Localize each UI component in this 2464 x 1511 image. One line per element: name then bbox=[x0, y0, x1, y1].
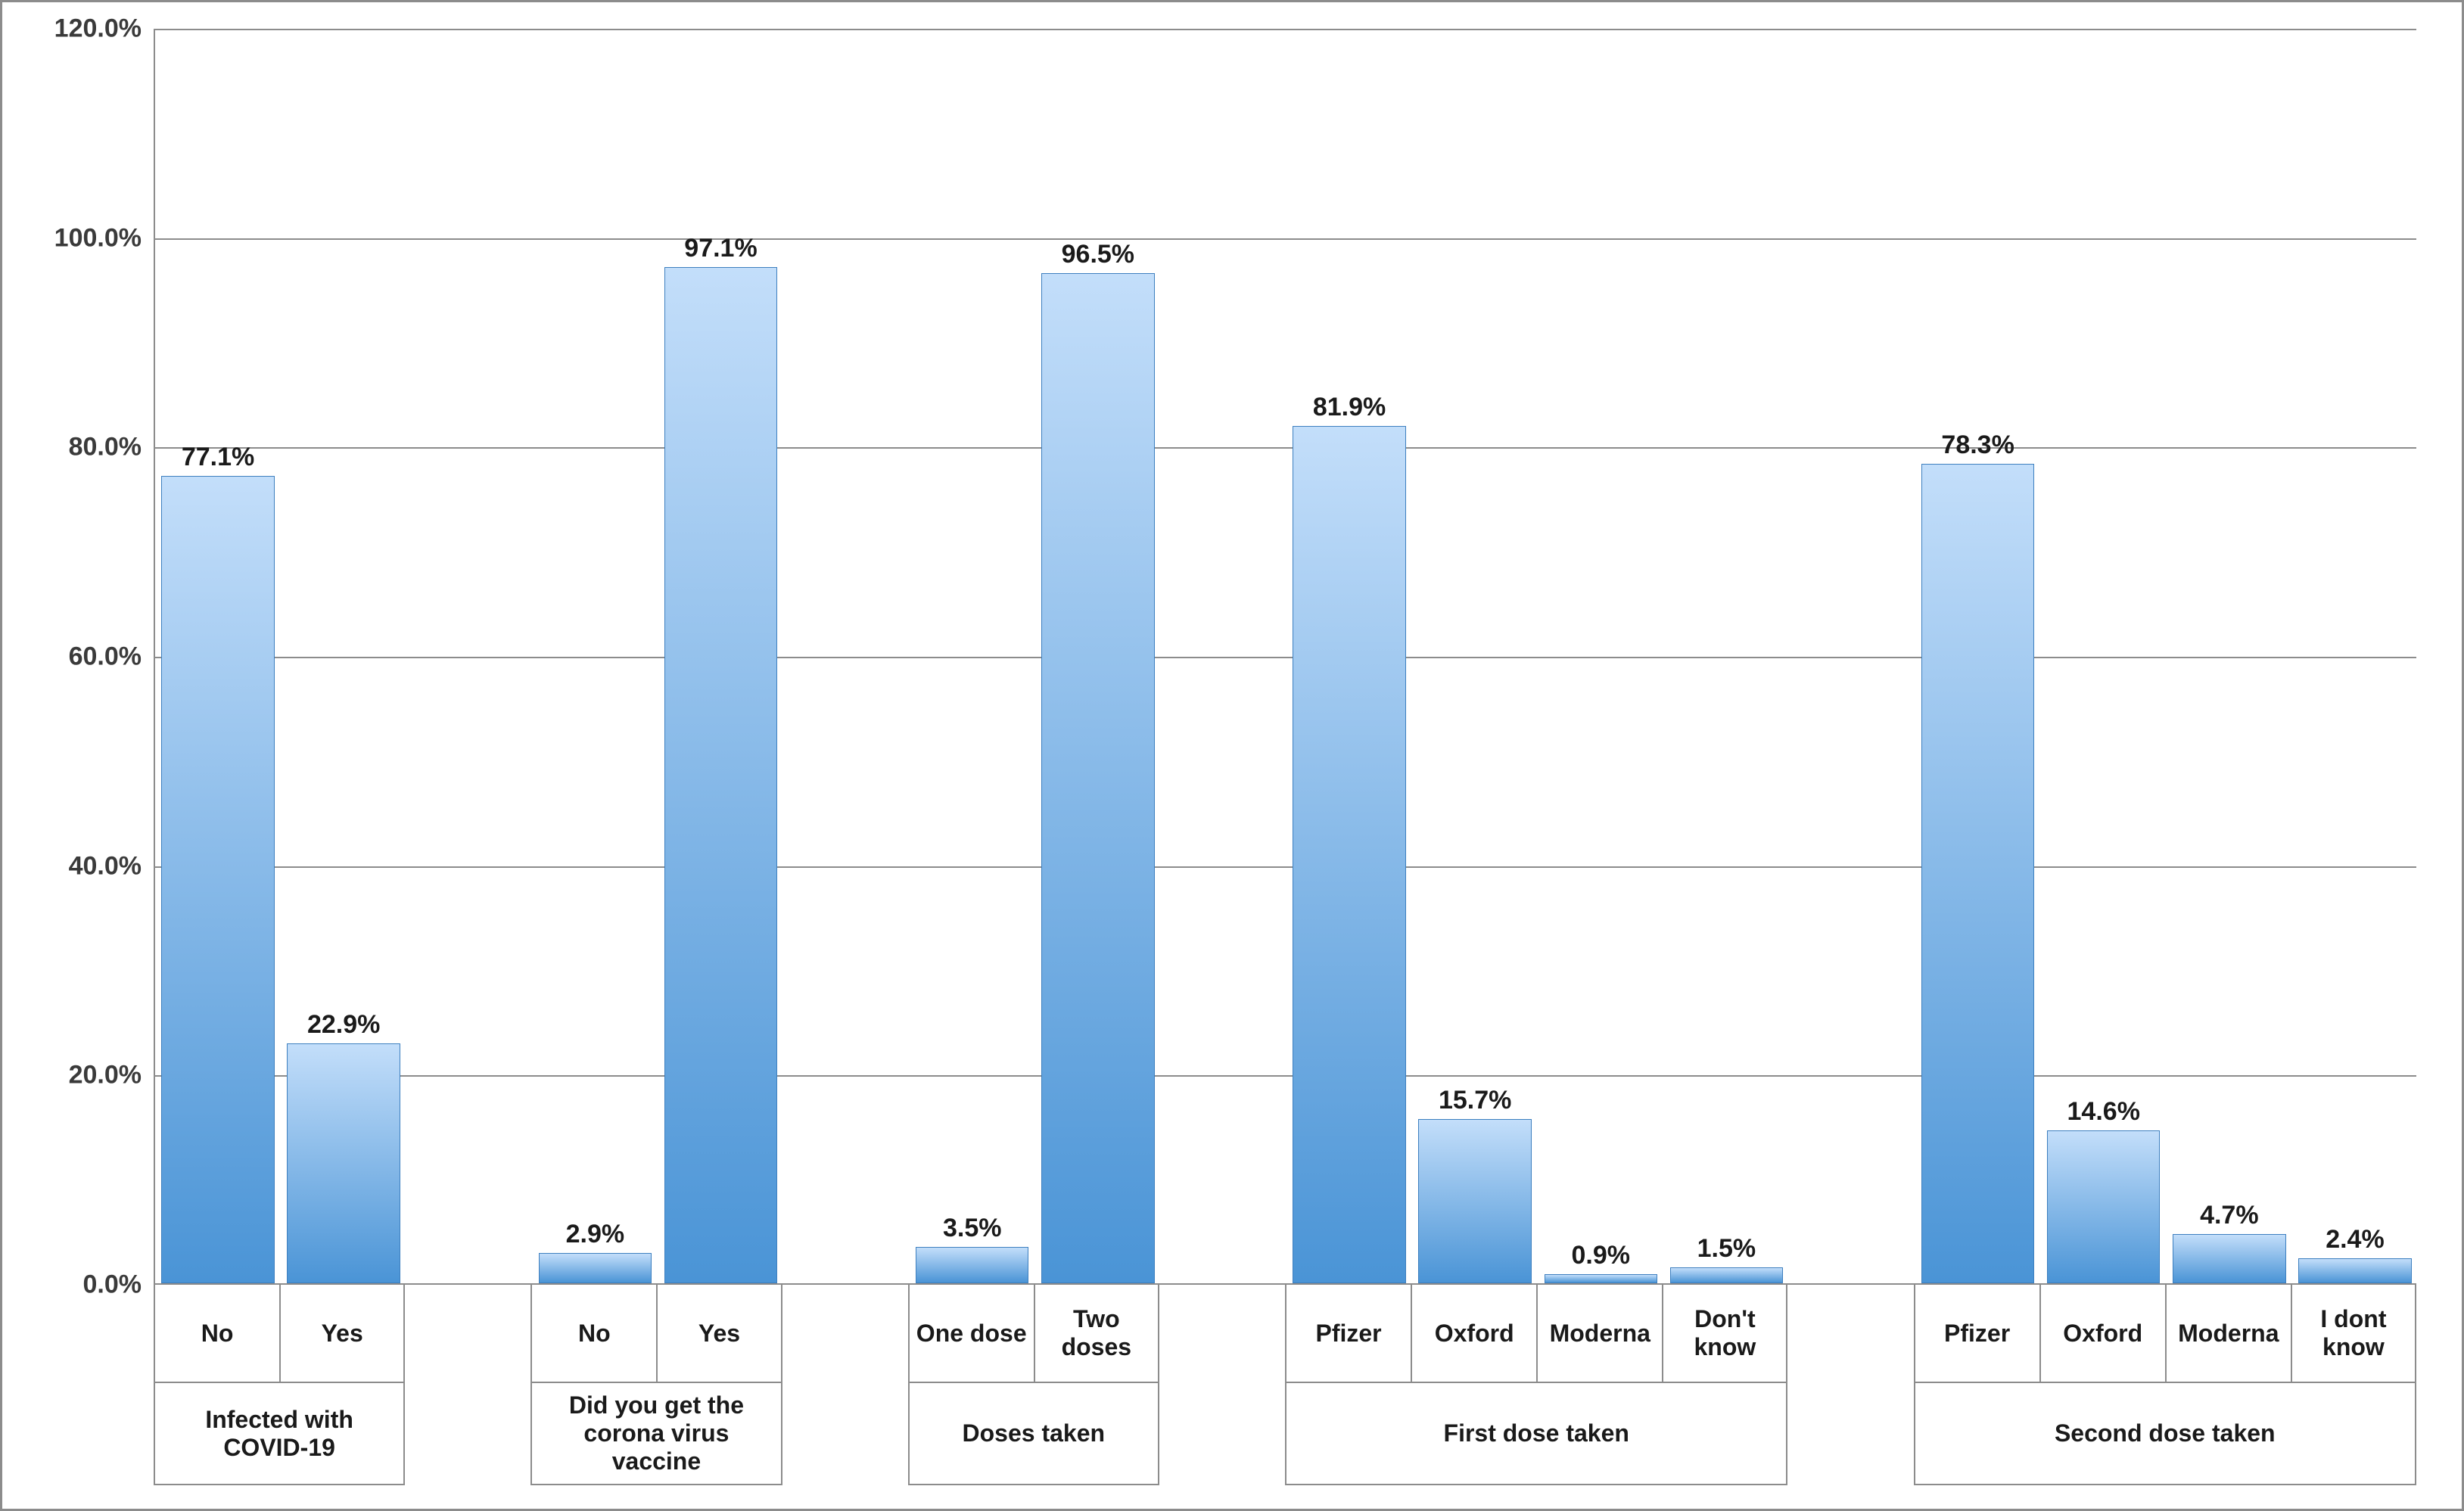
category-label: I dont know bbox=[2291, 1285, 2416, 1383]
bar: 2.4% bbox=[2298, 1258, 2412, 1283]
bar: 78.3% bbox=[1921, 464, 2035, 1283]
y-tick-label: 0.0% bbox=[83, 1270, 156, 1300]
gridline bbox=[155, 238, 2416, 240]
category-axis-row: NoYesNoYesOne doseTwo dosesPfizerOxfordM… bbox=[154, 1285, 2416, 1383]
category-label: Pfizer bbox=[1285, 1285, 1411, 1383]
y-tick-label: 100.0% bbox=[54, 223, 155, 253]
plot-area: 0.0%20.0%40.0%60.0%80.0%100.0%120.0%77.1… bbox=[154, 29, 2416, 1285]
bar-data-label: 15.7% bbox=[1439, 1086, 1511, 1120]
vaccination-bar-chart: 0.0% 20.0% 40.0% 60.0% 80.0% 100.0% 120.0% 77.1… bbox=[0, 0, 2464, 1511]
bar: 2.9% bbox=[539, 1253, 652, 1283]
bar-data-label: 96.5% bbox=[1062, 240, 1134, 274]
bar-data-label: 77.1% bbox=[182, 443, 254, 477]
bar: 14.6% bbox=[2047, 1130, 2161, 1283]
gridline bbox=[155, 29, 2416, 30]
category-label: Yes bbox=[279, 1285, 405, 1383]
bar-data-label: 0.9% bbox=[1572, 1241, 1631, 1275]
category-label: Moderna bbox=[1536, 1285, 1662, 1383]
bar: 3.5% bbox=[916, 1247, 1029, 1283]
group-label: Doses taken bbox=[908, 1383, 1159, 1485]
bar-data-label: 1.5% bbox=[1697, 1234, 1756, 1268]
bar-data-label: 78.3% bbox=[1941, 431, 2014, 465]
bar: 77.1% bbox=[161, 476, 275, 1283]
bar-data-label: 22.9% bbox=[307, 1010, 380, 1044]
category-label: Oxford bbox=[2039, 1285, 2165, 1383]
category-label: No bbox=[154, 1285, 279, 1383]
y-tick-label: 60.0% bbox=[69, 642, 155, 672]
bar: 1.5% bbox=[1670, 1267, 1784, 1283]
bar-data-label: 2.4% bbox=[2326, 1225, 2385, 1259]
chart-inner: 0.0%20.0%40.0%60.0%80.0%100.0%120.0%77.1… bbox=[154, 29, 2416, 1285]
gridline bbox=[155, 866, 2416, 868]
bar: 22.9% bbox=[287, 1043, 400, 1283]
category-label: No bbox=[530, 1285, 656, 1383]
y-tick-label: 80.0% bbox=[69, 433, 155, 462]
y-tick-label: 120.0% bbox=[54, 14, 155, 44]
category-label: Pfizer bbox=[1914, 1285, 2039, 1383]
category-label: One dose bbox=[908, 1285, 1034, 1383]
group-label: First dose taken bbox=[1285, 1383, 1787, 1485]
gridline bbox=[155, 1075, 2416, 1077]
gridline bbox=[155, 657, 2416, 658]
category-label: Two doses bbox=[1034, 1285, 1159, 1383]
bar-data-label: 4.7% bbox=[2200, 1201, 2259, 1235]
category-label: Moderna bbox=[2165, 1285, 2291, 1383]
category-label: Oxford bbox=[1411, 1285, 1536, 1383]
bar: 81.9% bbox=[1293, 426, 1406, 1283]
category-label: Yes bbox=[656, 1285, 782, 1383]
bar: 96.5% bbox=[1041, 273, 1155, 1283]
bar: 4.7% bbox=[2173, 1234, 2286, 1283]
bar: 97.1% bbox=[664, 267, 778, 1283]
group-label: Infected with COVID-19 bbox=[154, 1383, 405, 1485]
bar-data-label: 97.1% bbox=[684, 234, 757, 268]
y-tick-label: 20.0% bbox=[69, 1061, 155, 1090]
y-tick-label: 40.0% bbox=[69, 851, 155, 881]
category-label: Don't know bbox=[1662, 1285, 1787, 1383]
bar-data-label: 3.5% bbox=[943, 1214, 1002, 1248]
bar-data-label: 2.9% bbox=[566, 1220, 625, 1254]
bar: 0.9% bbox=[1545, 1274, 1658, 1283]
group-label: Second dose taken bbox=[1914, 1383, 2416, 1485]
bar: 15.7% bbox=[1418, 1119, 1532, 1283]
gridline bbox=[155, 447, 2416, 449]
group-axis-row: Infected with COVID-19 Did you get the co… bbox=[154, 1383, 2416, 1485]
bar-data-label: 81.9% bbox=[1313, 393, 1386, 427]
bar-data-label: 14.6% bbox=[2067, 1097, 2140, 1131]
group-label: Did you get the corona virus vaccine bbox=[530, 1383, 782, 1485]
